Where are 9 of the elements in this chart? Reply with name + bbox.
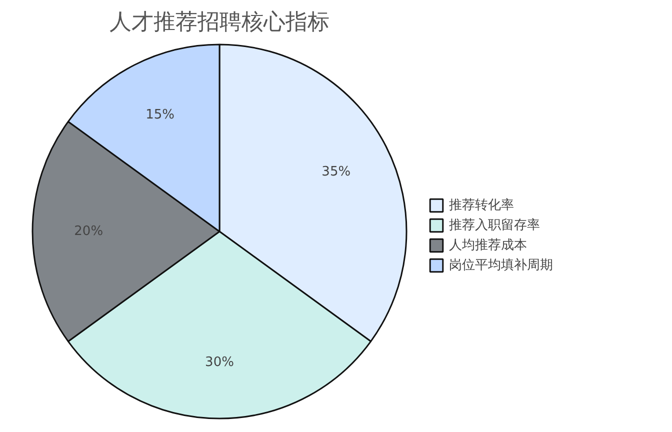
legend-label: 人均推荐成本 [449,237,527,254]
data-label: 15% [146,107,175,122]
legend-label: 岗位平均填补周期 [449,257,553,274]
data-label: 30% [205,354,234,370]
legend-label: 推荐入职留存率 [449,217,540,234]
data-label: 35% [322,164,351,180]
chart-title: 人才推荐招聘核心指标 [110,10,330,35]
data-label: 20% [74,224,104,239]
legend-label: 推荐转化率 [449,197,514,214]
